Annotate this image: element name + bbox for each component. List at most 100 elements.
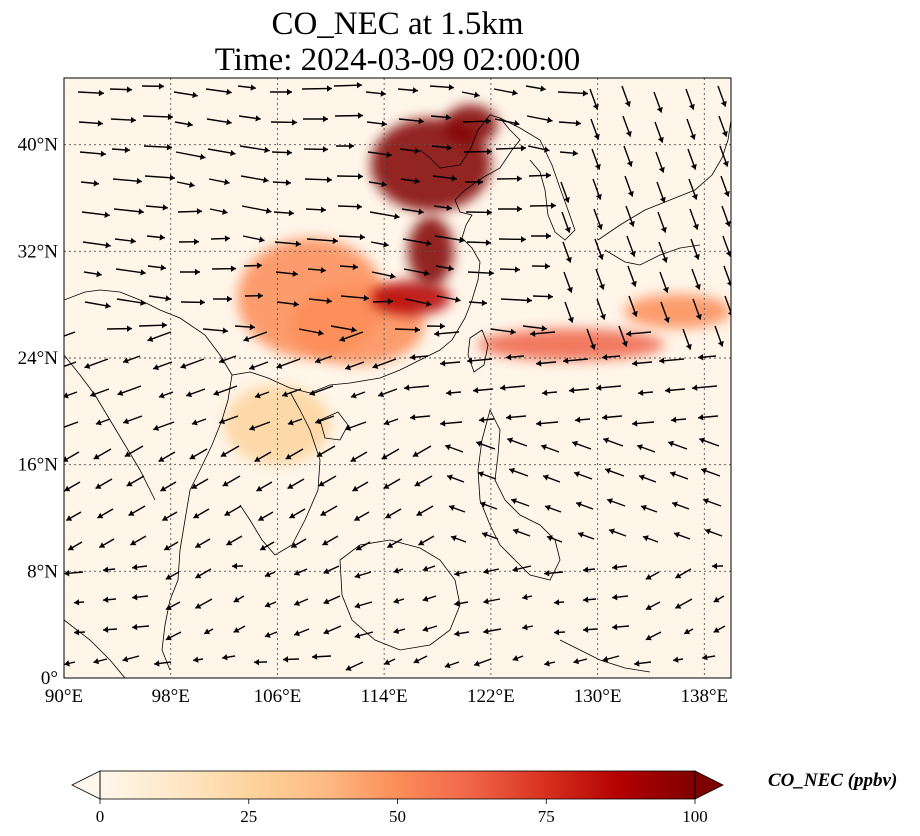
wind-arrowhead xyxy=(717,340,724,347)
wind-arrowhead xyxy=(64,660,70,667)
wind-arrowhead xyxy=(387,542,394,548)
wind-arrowhead xyxy=(454,600,460,607)
colorbar-extend-min xyxy=(71,770,101,800)
wind-arrowhead xyxy=(381,120,387,128)
wind-arrowhead xyxy=(104,211,110,218)
wind-arrowhead xyxy=(602,414,608,421)
wind-arrowhead xyxy=(567,316,574,323)
sulawesi-coastline xyxy=(559,639,651,673)
wind-arrowhead xyxy=(147,335,154,342)
wind-arrowhead xyxy=(506,414,512,421)
wind-arrowhead xyxy=(389,272,396,280)
wind-arrowhead xyxy=(638,389,644,397)
myanmar-coastline xyxy=(64,354,156,501)
coastlines xyxy=(64,114,731,678)
wind-arrowhead xyxy=(195,572,202,579)
colorbar-label: CO_NEC (ppbv) xyxy=(768,770,898,791)
wind-arrowhead xyxy=(260,544,267,551)
wind-arrowhead xyxy=(722,160,729,167)
wind-arrowhead xyxy=(694,283,701,290)
wind-arrowhead xyxy=(609,528,615,535)
wind-arrowhead xyxy=(339,335,346,342)
wind-arrowhead xyxy=(692,223,699,230)
wind-arrowhead xyxy=(624,100,631,107)
wind-arrowhead xyxy=(357,112,363,119)
map-time: Time: 2024-03-09 02:00:00 xyxy=(214,42,581,78)
wind-arrowhead xyxy=(255,115,261,122)
wind-arrowhead xyxy=(195,602,202,609)
wind-arrowhead xyxy=(383,483,390,489)
wind-arrowhead xyxy=(705,528,711,535)
wind-arrowhead xyxy=(689,133,696,140)
wind-arrowhead xyxy=(103,626,109,633)
wind-arrowhead xyxy=(189,181,195,188)
wind-arrowhead xyxy=(96,270,102,278)
wind-arrowhead xyxy=(162,204,168,211)
wind-arrowhead xyxy=(226,88,232,96)
wind-arrowhead xyxy=(192,91,198,99)
wind-arrowhead xyxy=(357,173,363,180)
wind-arrowhead xyxy=(634,660,640,667)
wind-arrowhead xyxy=(249,364,255,371)
concentration-field xyxy=(224,104,731,465)
wind-arrowhead xyxy=(607,498,613,505)
wind-arrowhead xyxy=(416,510,423,516)
wind-arrowhead xyxy=(287,88,292,96)
wind-arrowhead xyxy=(393,627,400,635)
wind-arrowhead xyxy=(726,281,731,287)
wind-arrowhead xyxy=(425,300,432,307)
wind-arrowhead xyxy=(345,424,352,431)
wind-arrowhead xyxy=(663,316,670,323)
wind-arrowhead xyxy=(702,654,708,661)
colorbar-tick-label: 100 xyxy=(682,807,708,826)
wind-arrowhead xyxy=(258,515,265,521)
wind-arrowhead xyxy=(512,655,519,662)
wind-arrowhead xyxy=(536,420,542,427)
wind-arrowhead xyxy=(57,364,63,370)
wind-arrowhead xyxy=(381,453,388,460)
lon-tick-label: 138°E xyxy=(680,686,728,707)
wind-arrowhead xyxy=(447,474,453,481)
wind-arrowhead xyxy=(291,542,298,548)
lat-tick-label: 8°N xyxy=(27,561,58,582)
wind-arrowhead xyxy=(422,625,429,632)
wind-arrow xyxy=(306,238,338,242)
wind-arrowhead xyxy=(165,574,172,580)
wind-arrowhead xyxy=(509,467,515,474)
wind-arrowhead xyxy=(199,299,205,306)
wind-arrowhead xyxy=(363,294,369,302)
map-frame xyxy=(63,77,732,679)
wind-arrowhead xyxy=(448,84,454,91)
wind-arrowhead xyxy=(287,419,294,426)
wind-arrowhead xyxy=(90,391,96,398)
wind-arrowhead xyxy=(254,658,260,666)
wind-arrowhead xyxy=(222,654,228,661)
wind-arrowhead xyxy=(165,634,172,641)
wind-arrowhead xyxy=(354,572,361,579)
wind-arrowhead xyxy=(598,283,605,290)
wind-arrowhead xyxy=(323,628,330,635)
philippines-coastline xyxy=(477,408,561,581)
wind-arrowhead xyxy=(672,501,678,508)
wind-arrowhead xyxy=(546,535,553,542)
wind-arrowhead xyxy=(222,208,228,215)
wind-arrowhead xyxy=(674,531,680,538)
wind-arrowhead xyxy=(315,418,321,425)
wind-arrowhead xyxy=(128,510,135,516)
wind-arrowhead xyxy=(315,357,321,364)
wind-arrowhead xyxy=(670,471,676,478)
wind-arrowhead xyxy=(160,485,167,492)
japan-coastline xyxy=(597,119,731,266)
wind-arrowhead xyxy=(544,660,550,667)
wind-arrowhead xyxy=(130,539,137,546)
wind-arrow xyxy=(239,145,270,152)
wind-arrowhead xyxy=(592,103,599,110)
wind-arrowhead xyxy=(257,292,263,299)
wind-arrowhead xyxy=(724,220,731,227)
wind-arrowhead xyxy=(578,531,584,538)
wind-arrowhead xyxy=(64,392,69,399)
wind-arrowhead xyxy=(612,564,618,571)
wind-arrowhead xyxy=(602,353,608,361)
wind-arrowhead xyxy=(725,251,731,257)
wind-arrowhead xyxy=(224,235,230,242)
